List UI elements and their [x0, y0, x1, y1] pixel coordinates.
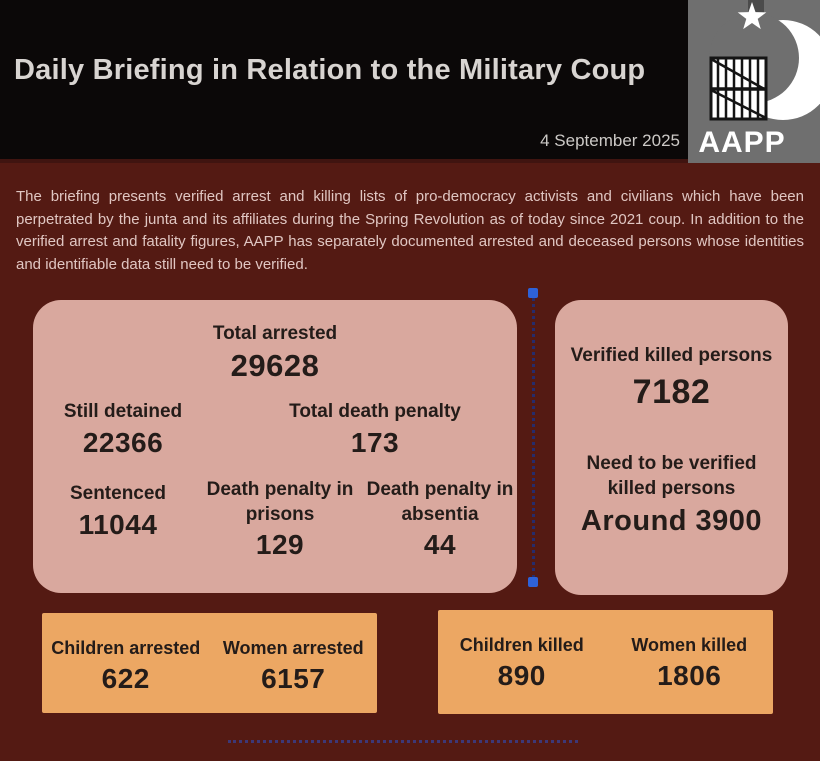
stat-total-death-penalty: Total death penalty 173 — [265, 400, 485, 460]
vertical-dotted-divider — [532, 297, 535, 579]
stat-label: Children killed — [459, 635, 584, 655]
stat-women-arrested: Women arrested 6157 — [210, 613, 378, 713]
stat-value: 129 — [255, 529, 305, 561]
stat-label: Women arrested — [222, 638, 364, 658]
stat-verified-killed: Verified killed persons 7182 — [555, 344, 788, 413]
page-title: Daily Briefing in Relation to the Milita… — [14, 54, 646, 86]
stat-value: 7182 — [632, 372, 711, 411]
stat-death-penalty-prisons: Death penalty in prisons 129 — [190, 478, 370, 562]
stat-label: Death penalty in prisons — [206, 479, 354, 525]
stat-label: Need to be verified killed persons — [586, 453, 757, 499]
stat-value: 6157 — [261, 663, 326, 694]
aapp-logo-icon: AAPP — [688, 0, 820, 163]
briefing-date: 4 September 2025 — [540, 131, 680, 150]
stat-label: Total arrested — [212, 323, 338, 344]
stat-sentenced: Sentenced 11044 — [33, 482, 203, 542]
stat-value: 44 — [423, 529, 457, 561]
stat-label: Women killed — [631, 635, 748, 655]
stat-total-arrested: Total arrested 29628 — [33, 322, 517, 385]
stat-value: 29628 — [230, 347, 320, 383]
arrest-stats-card: Total arrested 29628 Still detained 2236… — [33, 300, 517, 593]
horizontal-dotted-divider — [228, 740, 578, 743]
stat-label: Children arrested — [51, 638, 201, 658]
stat-death-penalty-absentia: Death penalty in absentia 44 — [350, 478, 530, 562]
logo-text: AAPP — [698, 126, 785, 159]
stat-label: Sentenced — [69, 483, 167, 504]
stat-label: Verified killed persons — [570, 345, 773, 366]
stat-value: 22366 — [82, 426, 164, 458]
stat-women-killed: Women killed 1806 — [606, 610, 774, 714]
arrested-demographics-bar: Children arrested 622 Women arrested 615… — [42, 613, 377, 713]
stat-unverified-killed: Need to be verified killed persons Aroun… — [555, 452, 788, 540]
stat-value: Around 3900 — [580, 505, 763, 538]
intro-paragraph: The briefing presents verified arrest an… — [16, 188, 804, 273]
stat-children-killed: Children killed 890 — [438, 610, 606, 714]
stat-value: 890 — [497, 660, 546, 691]
stat-children-arrested: Children arrested 622 — [42, 613, 210, 713]
killed-stats-card: Verified killed persons 7182 Need to be … — [555, 300, 788, 595]
stat-value: 1806 — [657, 660, 722, 691]
killed-demographics-bar: Children killed 890 Women killed 1806 — [438, 610, 773, 714]
header: Daily Briefing in Relation to the Milita… — [0, 0, 820, 163]
stat-label: Death penalty in absentia — [366, 479, 514, 525]
stat-value: 622 — [101, 663, 150, 694]
divider-handle-top[interactable] — [528, 288, 538, 298]
stat-value: 173 — [350, 426, 400, 458]
stat-label: Still detained — [63, 401, 183, 422]
aapp-logo: AAPP — [688, 0, 820, 163]
star-icon — [737, 2, 767, 30]
stat-label: Total death penalty — [289, 401, 461, 422]
stat-value: 11044 — [78, 508, 158, 540]
divider-handle-bottom[interactable] — [528, 577, 538, 587]
stat-still-detained: Still detained 22366 — [33, 400, 213, 460]
prison-bars-icon — [709, 56, 768, 121]
